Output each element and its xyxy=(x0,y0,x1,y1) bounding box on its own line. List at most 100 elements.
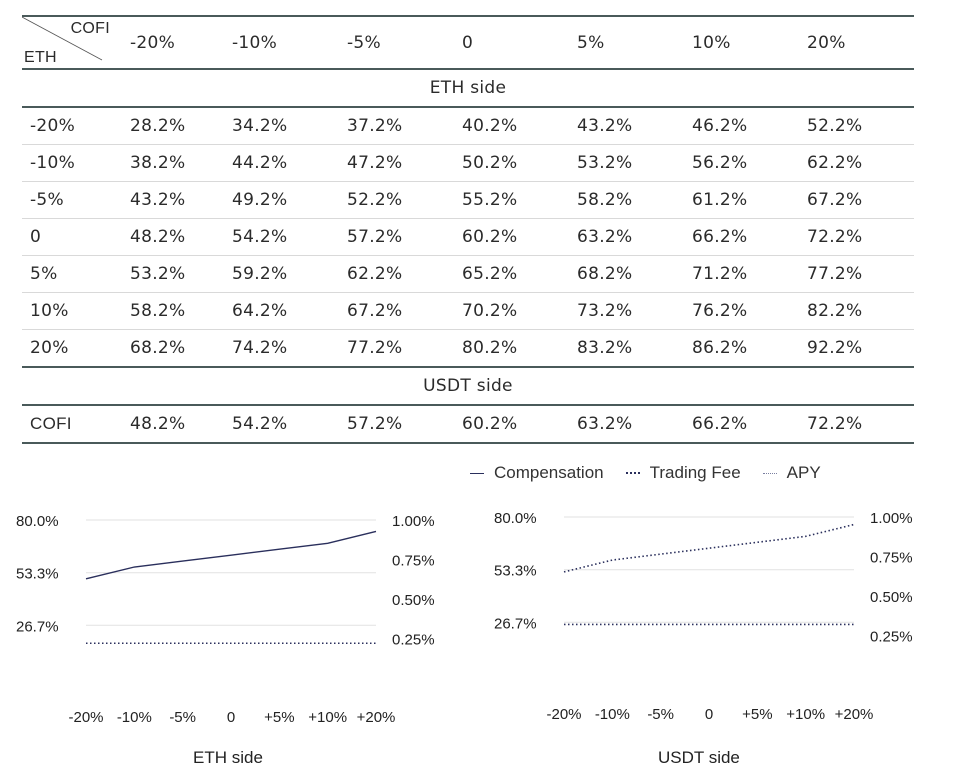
table-cell: 54.2% xyxy=(224,405,339,444)
y-left-tick-label: 53.3% xyxy=(494,563,537,580)
y-left-tick-label: 26.7% xyxy=(494,615,537,632)
row-label: 5% xyxy=(22,255,122,293)
table-corner-cell: COFI ETH xyxy=(22,15,122,70)
col-header: 0 xyxy=(454,15,569,70)
apy-table: COFI ETH -20% -10% -5% 0 5% 10% 20% ETH … xyxy=(22,15,914,444)
table-cell: 62.2% xyxy=(799,144,914,182)
table-cell: 50.2% xyxy=(454,144,569,182)
table-row: -20% 28.2% 34.2% 37.2% 40.2% 43.2% 46.2% 52.2% xyxy=(22,107,914,145)
table-row: 20% 68.2% 74.2% 77.2% 80.2% 83.2% 86.2% 92.2% xyxy=(22,329,914,368)
table-cell: 63.2% xyxy=(569,405,684,444)
table-cell: 57.2% xyxy=(339,405,454,444)
table-cell: 38.2% xyxy=(122,144,224,182)
x-tick-label: -5% xyxy=(169,709,196,726)
table-cell: 43.2% xyxy=(569,107,684,145)
y-right-tick-label: 0.25% xyxy=(392,632,435,649)
usdt-rows: COFI 48.2% 54.2% 57.2% 60.2% 63.2% 66.2% 72.2% xyxy=(22,405,914,444)
table-cell: 58.2% xyxy=(569,181,684,219)
legend-swatch-dotted xyxy=(625,472,640,474)
table-cell: 53.2% xyxy=(569,144,684,182)
table-cell: 34.2% xyxy=(224,107,339,145)
table-cell: 48.2% xyxy=(122,218,224,256)
table-cell: 48.2% xyxy=(122,405,224,444)
table-row: -5% 43.2% 49.2% 52.2% 55.2% 58.2% 61.2% 67.2% xyxy=(22,181,914,219)
section-label-eth: ETH side xyxy=(22,69,914,108)
col-header: 10% xyxy=(684,15,799,70)
x-tick-label: 0 xyxy=(705,706,713,723)
usdt-side-chart: 80.0% 53.3% 26.7% 1.00% 0.75% 0.50% 0.25% -20% -… xyxy=(488,497,928,731)
y-right-tick-label: 0.50% xyxy=(870,589,913,606)
chart-title-eth: ETH side xyxy=(193,748,263,767)
legend-label: Compensation xyxy=(494,463,604,482)
table-cell: 44.2% xyxy=(224,144,339,182)
x-tick-label: -20% xyxy=(68,709,103,726)
eth-side-chart-svg: 80.0%53.3%26.7%1.00%0.75%0.50%0.25%-20% -… xyxy=(16,513,435,726)
corner-diagonal-line xyxy=(22,17,103,61)
row-label: -5% xyxy=(22,181,122,219)
table-cell: 68.2% xyxy=(569,255,684,293)
table-row: -10% 38.2% 44.2% 47.2% 50.2% 53.2% 56.2% 62.2% xyxy=(22,144,914,182)
table-cell: 47.2% xyxy=(339,144,454,182)
table-cell: 76.2% xyxy=(684,292,799,330)
table-cell: 52.2% xyxy=(799,107,914,145)
col-header: -10% xyxy=(224,15,339,70)
x-tick-label: -10% xyxy=(595,706,630,723)
y-left-tick-label: 53.3% xyxy=(16,566,59,583)
table-row: 10% 58.2% 64.2% 67.2% 70.2% 73.2% 76.2% 82.2% xyxy=(22,292,914,330)
table-cell: 55.2% xyxy=(454,181,569,219)
table-cell: 80.2% xyxy=(454,329,569,368)
y-right-tick-label: 1.00% xyxy=(392,513,435,530)
row-label: 10% xyxy=(22,292,122,330)
table-cell: 83.2% xyxy=(569,329,684,368)
table-cell: 73.2% xyxy=(569,292,684,330)
table-cell: 77.2% xyxy=(339,329,454,368)
table-cell: 59.2% xyxy=(224,255,339,293)
legend-label: Trading Fee xyxy=(649,463,741,482)
col-header: 5% xyxy=(569,15,684,70)
chart-title-usdt: USDT side xyxy=(658,748,740,767)
y-right-tick-label: 0.50% xyxy=(392,592,435,609)
x-tick-label: +20% xyxy=(835,706,874,723)
y-right-tick-label: 0.75% xyxy=(870,550,913,567)
row-label: COFI xyxy=(22,405,122,444)
table-cell: 40.2% xyxy=(454,107,569,145)
legend-item-compensation: Compensation xyxy=(470,463,604,483)
corner-label-cofi: COFI xyxy=(70,20,110,37)
table-cell: 68.2% xyxy=(122,329,224,368)
y-left-tick-label: 26.7% xyxy=(16,618,59,635)
table-cell: 60.2% xyxy=(454,218,569,256)
table-cell: 60.2% xyxy=(454,405,569,444)
table-cell: 57.2% xyxy=(339,218,454,256)
table-cell: 82.2% xyxy=(799,292,914,330)
table-cell: 62.2% xyxy=(339,255,454,293)
y-left-tick-label: 80.0% xyxy=(494,510,537,527)
table-row: 0 48.2% 54.2% 57.2% 60.2% 63.2% 66.2% 72.2% xyxy=(22,218,914,256)
table-cell: 92.2% xyxy=(799,329,914,368)
x-tick-label: +5% xyxy=(264,709,294,726)
legend-label: APY xyxy=(786,463,821,482)
table-cell: 65.2% xyxy=(454,255,569,293)
y-right-tick-label: 0.75% xyxy=(392,553,435,570)
x-tick-label: -20% xyxy=(546,706,581,723)
table-cell: 67.2% xyxy=(799,181,914,219)
section-label-usdt: USDT side xyxy=(22,367,914,406)
table-cell: 74.2% xyxy=(224,329,339,368)
x-tick-label: 0 xyxy=(227,709,235,726)
table-header-row: COFI ETH -20% -10% -5% 0 5% 10% 20% xyxy=(22,15,914,70)
x-tick-label: -5% xyxy=(647,706,674,723)
table-cell: 63.2% xyxy=(569,218,684,256)
row-label: 0 xyxy=(22,218,122,256)
table-row: COFI 48.2% 54.2% 57.2% 60.2% 63.2% 66.2% 72.2% xyxy=(22,405,914,444)
section-row-eth: ETH side xyxy=(22,69,914,108)
y-right-tick-label: 1.00% xyxy=(870,510,913,527)
table-cell: 49.2% xyxy=(224,181,339,219)
table-cell: 58.2% xyxy=(122,292,224,330)
table-cell: 37.2% xyxy=(339,107,454,145)
legend-swatch-solid xyxy=(470,472,484,474)
table-cell: 61.2% xyxy=(684,181,799,219)
table-cell: 28.2% xyxy=(122,107,224,145)
table-cell: 67.2% xyxy=(339,292,454,330)
table-cell: 86.2% xyxy=(684,329,799,368)
row-label: -20% xyxy=(22,107,122,145)
table-cell: 46.2% xyxy=(684,107,799,145)
